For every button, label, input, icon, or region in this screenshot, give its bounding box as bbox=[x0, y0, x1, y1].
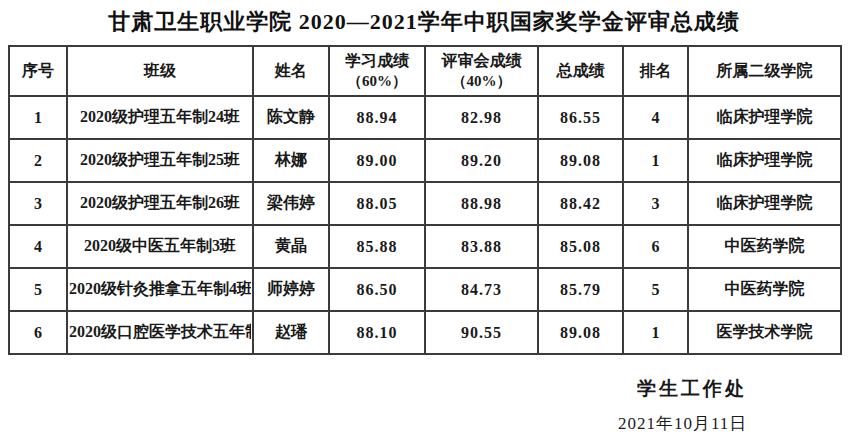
document-page: 甘肃卫生职业学院 2020—2021学年中职国家奖学金评审总成绩 序号 班级 姓… bbox=[0, 0, 848, 441]
cell-study-score: 89.00 bbox=[329, 139, 425, 182]
cell-name: 师婷婷 bbox=[253, 268, 329, 311]
cell-class: 2020级针灸推拿五年制4班 bbox=[67, 268, 253, 311]
header-sublabel: （40%） bbox=[427, 72, 536, 92]
cell-no: 4 bbox=[9, 225, 67, 268]
cell-no: 5 bbox=[9, 268, 67, 311]
footer-signature: 学生工作处 bbox=[637, 376, 747, 402]
header-cell-review-score: 评审会成绩 （40%） bbox=[425, 46, 538, 96]
class-text: 2020级护理五年制26班 bbox=[69, 193, 251, 214]
scores-table: 序号 班级 姓名 学习成绩 （60%） 评审会成绩 （40%） 总成绩 排名 所属二… bbox=[8, 45, 842, 355]
cell-review-score: 82.98 bbox=[425, 96, 538, 139]
header-label: 序号 bbox=[22, 62, 54, 79]
cell-college: 中医药学院 bbox=[688, 225, 841, 268]
header-label: 评审会成绩 bbox=[442, 52, 522, 69]
cell-review-score: 90.55 bbox=[425, 311, 538, 354]
header-cell-total-score: 总成绩 bbox=[538, 46, 623, 96]
table-header-row: 序号 班级 姓名 学习成绩 （60%） 评审会成绩 （40%） 总成绩 排名 所属二… bbox=[9, 46, 841, 96]
cell-review-score: 88.98 bbox=[425, 182, 538, 225]
cell-name: 赵璠 bbox=[253, 311, 329, 354]
header-cell-no: 序号 bbox=[9, 46, 67, 96]
cell-review-score: 83.88 bbox=[425, 225, 538, 268]
cell-college: 临床护理学院 bbox=[688, 96, 841, 139]
cell-no: 1 bbox=[9, 96, 67, 139]
cell-class: 2020级护理五年制24班 bbox=[67, 96, 253, 139]
table-row: 2 2020级护理五年制25班 林娜 89.00 89.20 89.08 1 临… bbox=[9, 139, 841, 182]
header-label: 排名 bbox=[640, 62, 672, 79]
cell-rank: 1 bbox=[623, 311, 688, 354]
table-row: 6 2020级口腔医学技术五年制3班 赵璠 88.10 90.55 89.08 … bbox=[9, 311, 841, 354]
cell-name: 林娜 bbox=[253, 139, 329, 182]
cell-class: 2020级护理五年制26班 bbox=[67, 182, 253, 225]
cell-name: 黄晶 bbox=[253, 225, 329, 268]
cell-rank: 4 bbox=[623, 96, 688, 139]
page-title: 甘肃卫生职业学院 2020—2021学年中职国家奖学金评审总成绩 bbox=[0, 0, 848, 37]
header-sublabel: （60%） bbox=[331, 72, 423, 92]
cell-college: 临床护理学院 bbox=[688, 139, 841, 182]
table-row: 1 2020级护理五年制24班 陈文静 88.94 82.98 86.55 4 … bbox=[9, 96, 841, 139]
cell-rank: 5 bbox=[623, 268, 688, 311]
cell-college: 中医药学院 bbox=[688, 268, 841, 311]
cell-total-score: 86.55 bbox=[538, 96, 623, 139]
cell-study-score: 88.94 bbox=[329, 96, 425, 139]
header-label: 总成绩 bbox=[557, 62, 605, 79]
cell-class: 2020级护理五年制25班 bbox=[67, 139, 253, 182]
class-text: 2020级护理五年制24班 bbox=[69, 107, 251, 128]
class-text: 2020级护理五年制25班 bbox=[69, 150, 251, 171]
class-text: 2020级口腔医学技术五年制3班 bbox=[69, 322, 251, 343]
header-cell-college: 所属二级学院 bbox=[688, 46, 841, 96]
cell-study-score: 88.10 bbox=[329, 311, 425, 354]
header-cell-study-score: 学习成绩 （60%） bbox=[329, 46, 425, 96]
table-row: 4 2020级中医五年制3班 黄晶 85.88 83.88 85.08 6 中医… bbox=[9, 225, 841, 268]
cell-study-score: 88.05 bbox=[329, 182, 425, 225]
table-row: 5 2020级针灸推拿五年制4班 师婷婷 86.50 84.73 85.79 5… bbox=[9, 268, 841, 311]
header-cell-rank: 排名 bbox=[623, 46, 688, 96]
cell-review-score: 84.73 bbox=[425, 268, 538, 311]
footer-date: 2021年10月11日 bbox=[618, 412, 747, 435]
cell-rank: 3 bbox=[623, 182, 688, 225]
cell-total-score: 89.08 bbox=[538, 139, 623, 182]
cell-no: 6 bbox=[9, 311, 67, 354]
table-row: 3 2020级护理五年制26班 梁伟婷 88.05 88.98 88.42 3 … bbox=[9, 182, 841, 225]
cell-name: 梁伟婷 bbox=[253, 182, 329, 225]
cell-no: 2 bbox=[9, 139, 67, 182]
header-label: 所属二级学院 bbox=[717, 62, 813, 79]
cell-total-score: 85.79 bbox=[538, 268, 623, 311]
cell-total-score: 88.42 bbox=[538, 182, 623, 225]
cell-class: 2020级中医五年制3班 bbox=[67, 225, 253, 268]
cell-name: 陈文静 bbox=[253, 96, 329, 139]
class-text: 2020级针灸推拿五年制4班 bbox=[69, 279, 251, 300]
class-text: 2020级中医五年制3班 bbox=[69, 236, 251, 257]
cell-study-score: 86.50 bbox=[329, 268, 425, 311]
header-cell-name: 姓名 bbox=[253, 46, 329, 96]
cell-study-score: 85.88 bbox=[329, 225, 425, 268]
header-cell-class: 班级 bbox=[67, 46, 253, 96]
cell-rank: 1 bbox=[623, 139, 688, 182]
cell-college: 医学技术学院 bbox=[688, 311, 841, 354]
header-label: 姓名 bbox=[275, 62, 307, 79]
header-label: 学习成绩 bbox=[345, 52, 409, 69]
header-label: 班级 bbox=[144, 62, 176, 79]
cell-total-score: 85.08 bbox=[538, 225, 623, 268]
cell-total-score: 89.08 bbox=[538, 311, 623, 354]
cell-rank: 6 bbox=[623, 225, 688, 268]
cell-class: 2020级口腔医学技术五年制3班 bbox=[67, 311, 253, 354]
cell-college: 临床护理学院 bbox=[688, 182, 841, 225]
cell-no: 3 bbox=[9, 182, 67, 225]
cell-review-score: 89.20 bbox=[425, 139, 538, 182]
